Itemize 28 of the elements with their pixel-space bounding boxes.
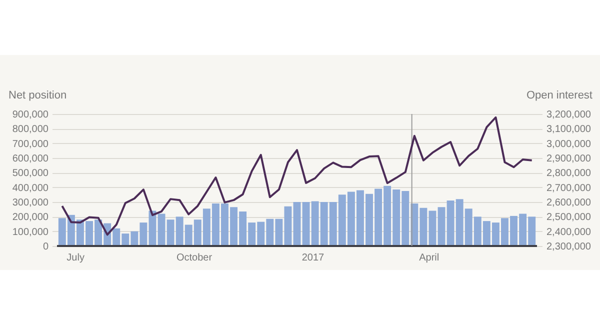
y2-tick-label: 3,100,000 (546, 124, 592, 136)
y-tick-label: 500,000 (12, 168, 49, 180)
y-tick-label: 300,000 (12, 198, 49, 208)
y-tick-label: 200,000 (12, 212, 49, 224)
y-tick-label: 900,000 (12, 110, 49, 120)
y2-tick-label: 2,800,000 (546, 168, 592, 180)
y2-tick-label: 2,900,000 (546, 154, 592, 164)
y2-axis-title: Open interest (526, 90, 592, 102)
y-tick-label: 0 (42, 242, 49, 252)
x-tick-label: 2017 (302, 252, 325, 264)
y2-tick-label: 2,400,000 (546, 226, 592, 238)
y-tick-label: 700,000 (12, 138, 49, 150)
y2-tick-label: 2,500,000 (546, 212, 592, 224)
y2-tick-label: 2,600,000 (546, 198, 592, 208)
y2-tick-label: 2,300,000 (546, 242, 592, 252)
line-series (61, 116, 533, 236)
x-tick-label: July (66, 252, 84, 264)
y-tick-label: 600,000 (12, 154, 49, 164)
y-tick-label: 800,000 (12, 124, 49, 136)
y2-tick-label: 2,700,000 (546, 182, 592, 194)
y2-tick-label: 3,000,000 (546, 138, 592, 150)
y-tick-label: 100,000 (12, 226, 49, 238)
y-tick-label: 400,000 (12, 182, 49, 194)
x-tick-label: October (176, 252, 213, 264)
y2-tick-label: 3,200,000 (546, 110, 592, 120)
bar (293, 202, 301, 246)
y-axis-title: Net position (8, 90, 67, 102)
x-tick-label: April (419, 252, 440, 264)
